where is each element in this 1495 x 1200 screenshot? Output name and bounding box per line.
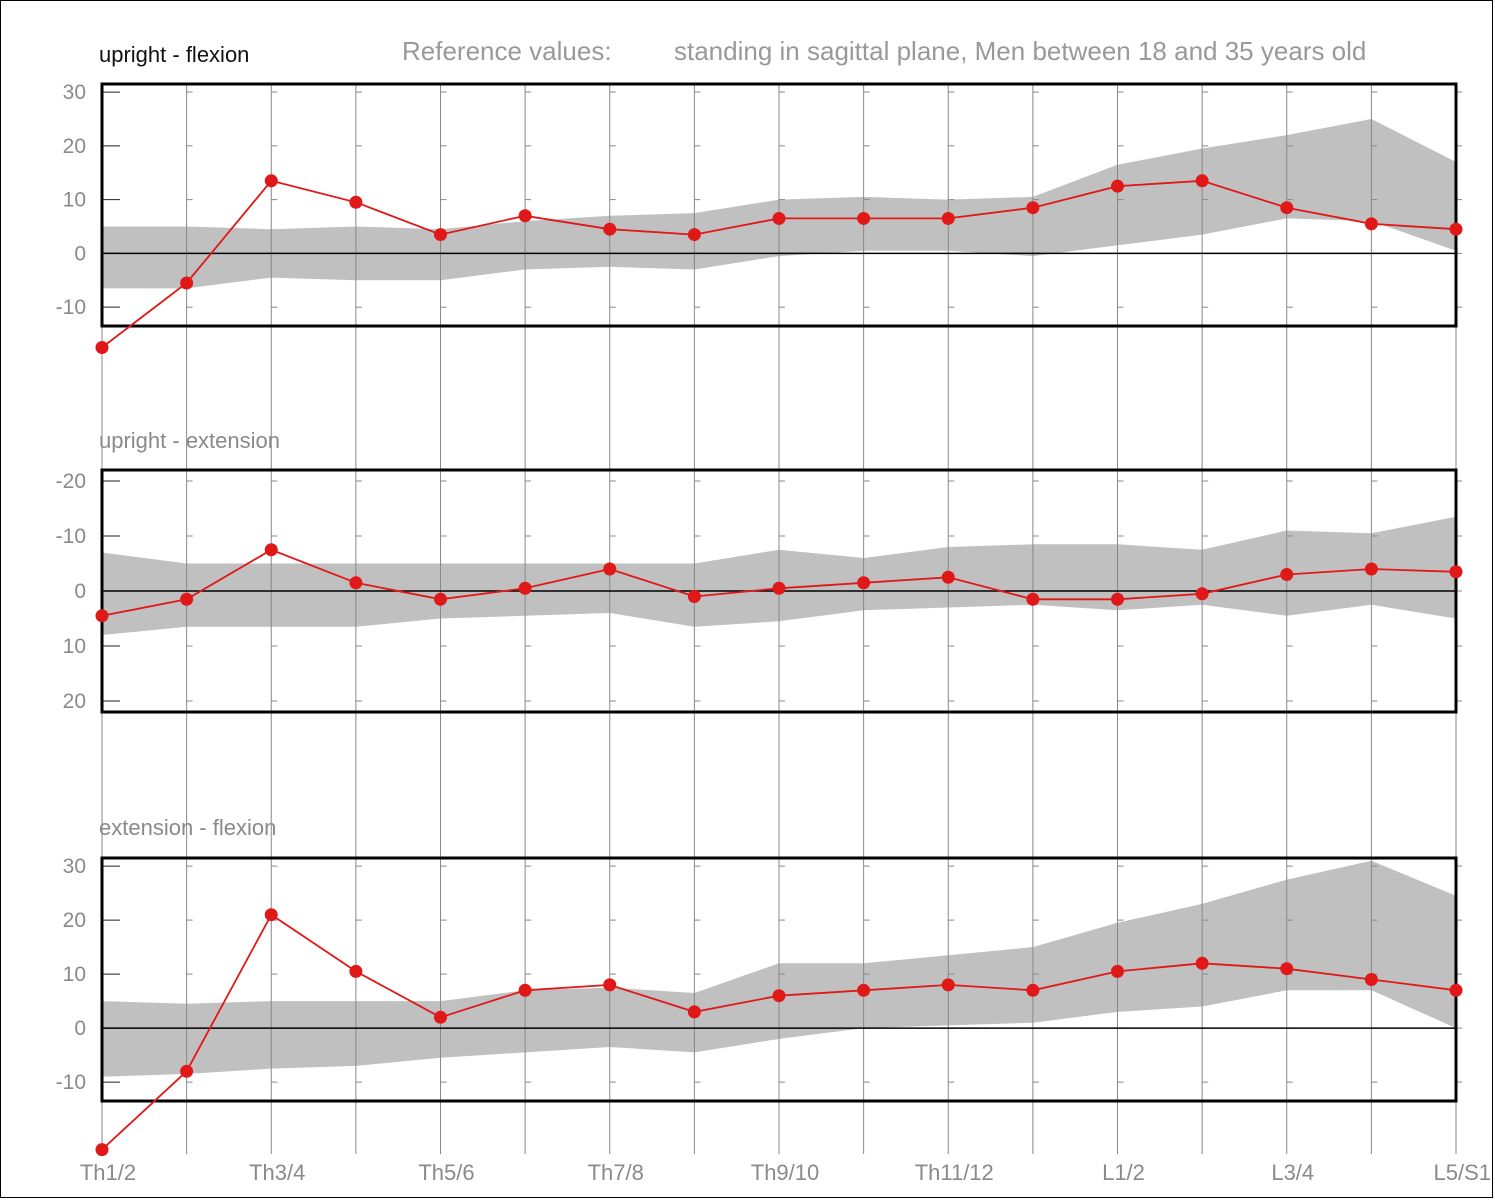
data-point bbox=[349, 195, 363, 209]
x-tick-label: Th1/2 bbox=[80, 1160, 136, 1185]
data-point bbox=[95, 609, 109, 623]
data-point bbox=[603, 978, 617, 992]
data-point bbox=[1026, 592, 1040, 606]
data-point bbox=[1111, 179, 1124, 193]
x-tick-label: Th7/8 bbox=[588, 1160, 644, 1185]
data-point bbox=[687, 590, 701, 603]
data-point bbox=[1449, 222, 1463, 236]
panel-frame bbox=[100, 856, 1458, 1103]
data-point bbox=[857, 983, 871, 997]
y-tick-label: 0 bbox=[74, 580, 86, 603]
data-point bbox=[772, 211, 786, 225]
panel-title: upright - extension bbox=[99, 428, 280, 453]
y-tick-label: 10 bbox=[63, 635, 86, 658]
y-tick-label: 20 bbox=[63, 690, 86, 713]
y-tick-label: 0 bbox=[74, 242, 86, 265]
data-point bbox=[1195, 587, 1209, 601]
data-point bbox=[687, 228, 701, 242]
data-point bbox=[349, 576, 363, 590]
data-point bbox=[1449, 565, 1463, 579]
data-point bbox=[349, 964, 363, 978]
data-point bbox=[941, 211, 955, 225]
data-point bbox=[857, 211, 871, 225]
y-tick-label: 30 bbox=[63, 81, 86, 104]
data-point bbox=[1111, 592, 1124, 606]
data-point bbox=[941, 570, 955, 584]
data-point bbox=[434, 592, 447, 606]
data-point bbox=[95, 341, 109, 355]
y-tick-label: 20 bbox=[63, 135, 86, 158]
data-point bbox=[857, 576, 871, 590]
x-tick-label: Th11/12 bbox=[915, 1160, 994, 1185]
data-point bbox=[1280, 201, 1294, 215]
data-point bbox=[180, 276, 194, 290]
y-tick-label: -10 bbox=[56, 1071, 86, 1094]
data-point bbox=[518, 581, 532, 595]
x-tick-label: L3/4 bbox=[1271, 1160, 1314, 1185]
data-point bbox=[603, 222, 617, 236]
data-point bbox=[941, 978, 955, 992]
y-tick-label: 0 bbox=[74, 1017, 86, 1040]
data-point bbox=[434, 1010, 447, 1024]
data-point bbox=[264, 174, 278, 188]
reference-detail: standing in sagittal plane, Men between … bbox=[674, 36, 1366, 66]
x-tick-label: Th3/4 bbox=[249, 1160, 305, 1185]
x-tick-label: Th9/10 bbox=[751, 1160, 820, 1185]
x-tick-label: Th5/6 bbox=[418, 1160, 474, 1185]
data-point bbox=[1449, 983, 1463, 997]
data-point bbox=[264, 543, 278, 557]
data-point bbox=[95, 1143, 109, 1157]
panel-frame bbox=[100, 82, 1458, 328]
data-point bbox=[1026, 983, 1040, 997]
y-tick-label: -10 bbox=[56, 525, 86, 548]
panel-title: extension - flexion bbox=[99, 815, 276, 840]
data-point bbox=[772, 989, 786, 1003]
data-point bbox=[603, 562, 617, 576]
data-point bbox=[1280, 962, 1294, 976]
data-point bbox=[1111, 964, 1124, 978]
y-tick-label: 30 bbox=[63, 855, 86, 878]
y-tick-label: 20 bbox=[63, 909, 86, 932]
data-point bbox=[772, 581, 786, 595]
x-tick-label: L1/2 bbox=[1102, 1160, 1145, 1185]
data-point bbox=[518, 209, 532, 223]
data-point bbox=[180, 1064, 194, 1078]
data-point bbox=[434, 228, 447, 242]
data-point bbox=[1280, 568, 1294, 581]
data-point bbox=[1364, 973, 1378, 986]
data-point bbox=[1026, 201, 1040, 215]
data-point bbox=[687, 1005, 701, 1019]
y-tick-label: -20 bbox=[56, 470, 86, 493]
data-point bbox=[180, 592, 194, 606]
panel-title: upright - flexion bbox=[99, 42, 249, 67]
data-point bbox=[518, 983, 532, 997]
data-point bbox=[1364, 217, 1378, 231]
y-tick-label: -10 bbox=[56, 296, 86, 319]
x-tick-label: L5/S1 bbox=[1434, 1160, 1492, 1185]
reference-label: Reference values: bbox=[402, 36, 612, 66]
data-point bbox=[1364, 562, 1378, 576]
data-point bbox=[1195, 174, 1209, 188]
y-tick-label: 10 bbox=[63, 963, 86, 986]
data-point bbox=[264, 908, 278, 922]
y-tick-label: 10 bbox=[63, 189, 86, 212]
data-point bbox=[1195, 956, 1209, 970]
panel-frame bbox=[100, 468, 1458, 714]
